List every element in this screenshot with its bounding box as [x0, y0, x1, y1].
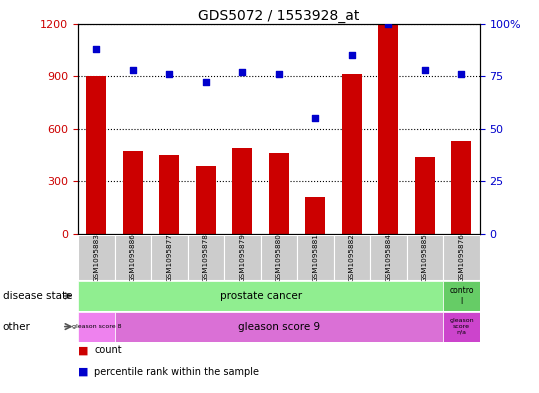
Text: GSM1095886: GSM1095886 — [130, 233, 136, 282]
Bar — [297, 235, 334, 280]
Bar — [443, 281, 480, 311]
Bar — [378, 25, 398, 234]
Bar — [370, 235, 407, 280]
Bar — [415, 157, 435, 234]
Point — [92, 46, 101, 52]
Text: gleason score 9: gleason score 9 — [238, 321, 320, 332]
Point — [165, 71, 174, 77]
Bar — [407, 235, 443, 280]
Bar — [306, 197, 326, 234]
Bar — [151, 235, 188, 280]
Bar — [188, 235, 224, 280]
Point — [384, 20, 393, 27]
Text: GSM1095883: GSM1095883 — [93, 233, 99, 282]
Text: GSM1095878: GSM1095878 — [203, 233, 209, 282]
Bar — [78, 235, 115, 280]
Bar — [196, 165, 216, 234]
Text: gleason
score
n/a: gleason score n/a — [449, 318, 474, 335]
Bar — [86, 76, 106, 234]
Text: other: other — [3, 321, 31, 332]
Bar — [269, 153, 289, 234]
Text: disease state: disease state — [3, 291, 72, 301]
Point — [238, 69, 247, 75]
Point — [457, 71, 466, 77]
Bar — [224, 235, 261, 280]
Point — [274, 71, 284, 77]
Text: GSM1095879: GSM1095879 — [239, 233, 245, 282]
Bar — [78, 312, 115, 342]
Text: GSM1095880: GSM1095880 — [276, 233, 282, 282]
Text: GSM1095881: GSM1095881 — [313, 233, 319, 282]
Text: GSM1095885: GSM1095885 — [422, 233, 428, 282]
Bar — [342, 74, 362, 234]
Point — [348, 52, 356, 58]
Text: percentile rank within the sample: percentile rank within the sample — [94, 367, 259, 377]
Bar — [115, 235, 151, 280]
Text: count: count — [94, 345, 122, 355]
Bar — [452, 141, 472, 234]
Bar — [261, 235, 297, 280]
Bar — [160, 155, 179, 234]
Text: GSM1095877: GSM1095877 — [167, 233, 172, 282]
Text: contro
l: contro l — [449, 286, 474, 306]
Point — [202, 79, 210, 86]
Title: GDS5072 / 1553928_at: GDS5072 / 1553928_at — [198, 9, 360, 22]
Bar — [232, 148, 252, 234]
Text: gleason score 8: gleason score 8 — [72, 324, 121, 329]
Text: ■: ■ — [78, 367, 88, 377]
Bar — [443, 312, 480, 342]
Point — [311, 115, 320, 121]
Bar — [115, 312, 443, 342]
Point — [129, 67, 137, 73]
Text: GSM1095876: GSM1095876 — [459, 233, 465, 282]
Point — [420, 67, 429, 73]
Text: GSM1095882: GSM1095882 — [349, 233, 355, 282]
Text: ■: ■ — [78, 345, 88, 355]
Text: prostate cancer: prostate cancer — [219, 291, 302, 301]
Bar — [443, 235, 480, 280]
Bar — [123, 151, 143, 234]
Text: GSM1095884: GSM1095884 — [385, 233, 391, 282]
Bar — [334, 235, 370, 280]
